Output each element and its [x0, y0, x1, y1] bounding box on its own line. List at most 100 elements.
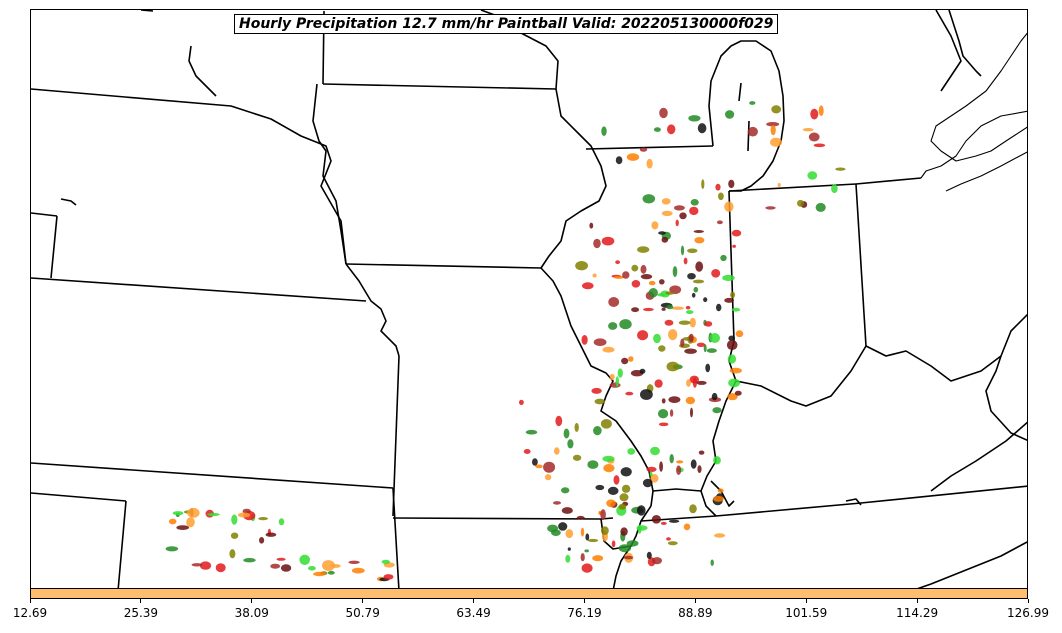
paintball-blob [585, 533, 590, 541]
paintball-blob [690, 199, 699, 206]
paintball-blob [381, 559, 390, 565]
paintball-blob [554, 447, 560, 455]
paintball-blob [646, 466, 657, 472]
paintball-blob [351, 567, 365, 574]
paintball-blob [697, 465, 702, 473]
paintball-blob [595, 484, 605, 491]
paintball-blob [813, 143, 826, 148]
paintball-blob [766, 122, 780, 127]
paintball-blob [558, 522, 568, 531]
paintball-blob [661, 307, 666, 311]
paintball-blob [648, 288, 658, 298]
colorbar-tick-label: 12.69 [12, 606, 48, 620]
michigan-upper [948, 10, 982, 77]
paintball-blob [659, 107, 668, 119]
paintball-blob [652, 557, 662, 565]
paintball-blob [601, 126, 607, 136]
colorbar-tick [251, 599, 253, 603]
paintball-blob [680, 338, 685, 348]
paintball-blob [280, 564, 292, 572]
paintball-blob [535, 464, 543, 469]
paintball-blob [696, 380, 707, 385]
paintball-blob [601, 526, 609, 535]
paintball-blob [615, 156, 623, 165]
paintball-blob [706, 348, 717, 353]
paintball-blob [661, 210, 673, 217]
colorbar-tick-label: 114.29 [896, 606, 939, 620]
paintball-blob [686, 379, 691, 387]
paintball-blob [567, 439, 574, 449]
paintball-blob [666, 537, 671, 541]
paintball-blob [544, 474, 552, 481]
paintball-blob [587, 538, 599, 543]
paintball-blob [187, 507, 200, 518]
colorbar-tick [473, 599, 475, 603]
paintball-blob [797, 199, 804, 207]
paintball-blob [692, 279, 705, 284]
paintball-blob [648, 280, 656, 286]
paintball-blob [276, 557, 286, 561]
paintball-blob [265, 532, 277, 537]
paintball-blob [693, 230, 704, 233]
paintball-blob [231, 514, 238, 525]
paintball-blob [688, 115, 701, 122]
paintball-blob [581, 563, 593, 573]
paintball-blob [731, 229, 742, 237]
paintball-blob [229, 549, 236, 559]
state-border-sd-ne [31, 88, 347, 265]
paintball-blob [651, 221, 659, 230]
state-border-ok-tx [117, 500, 127, 588]
state-border-ohio-river-il [652, 488, 702, 492]
paintball-blob [593, 426, 602, 436]
paintball-blob [591, 387, 602, 394]
paintball-blob [770, 125, 776, 136]
colorbar-tick [362, 599, 364, 603]
paintball-blob [689, 317, 696, 328]
paintball-blob [602, 346, 615, 353]
state-border-il-in [700, 190, 737, 517]
paintball-blob [668, 396, 681, 403]
paintball-blob [680, 245, 685, 256]
paintball-blob [687, 248, 698, 254]
paintball-blob [601, 236, 615, 246]
paintball-blob [609, 382, 621, 388]
paintball-blob [565, 529, 574, 539]
paintball-blob [679, 212, 687, 220]
paintball-blob [348, 560, 360, 564]
paintball-blob [653, 333, 661, 344]
paintball-blob [660, 521, 667, 525]
paintball-blob [727, 393, 738, 401]
paintball-blob [653, 127, 661, 132]
lake-michigan-shore [708, 40, 785, 192]
paintball-blob [683, 257, 688, 265]
paintball-blob [672, 266, 678, 278]
paintball-blob [186, 517, 195, 528]
paintball-blob [716, 303, 722, 312]
paintball-blob [618, 544, 631, 553]
paintball-blob [667, 124, 676, 135]
paintball-blob [658, 345, 666, 352]
paintball-blob [687, 273, 696, 280]
paintball-blob [701, 179, 705, 190]
paintball-blob [620, 527, 628, 536]
paintball-blob [642, 194, 656, 204]
paintball-blob [714, 533, 726, 538]
paintball-blob [609, 373, 615, 381]
paintball-blob [313, 571, 326, 577]
paintball-blob [574, 422, 579, 432]
paintball-layer [165, 101, 846, 582]
paintball-blob [698, 450, 705, 455]
colorbar-tick [805, 599, 807, 603]
colorbar-tick-label: 126.99 [1007, 606, 1049, 620]
colorbar-tick [1027, 599, 1029, 603]
paintball-blob [615, 376, 619, 387]
paintball-blob [600, 509, 606, 521]
paintball-blob [713, 456, 721, 465]
paintball-blob [580, 527, 585, 537]
paintball-blob [618, 503, 627, 510]
paintball-blob [626, 540, 639, 547]
paintball-blob [575, 261, 588, 271]
paintball-blob [639, 147, 648, 152]
paintball-blob [749, 101, 756, 105]
paintball-blob [532, 458, 538, 466]
